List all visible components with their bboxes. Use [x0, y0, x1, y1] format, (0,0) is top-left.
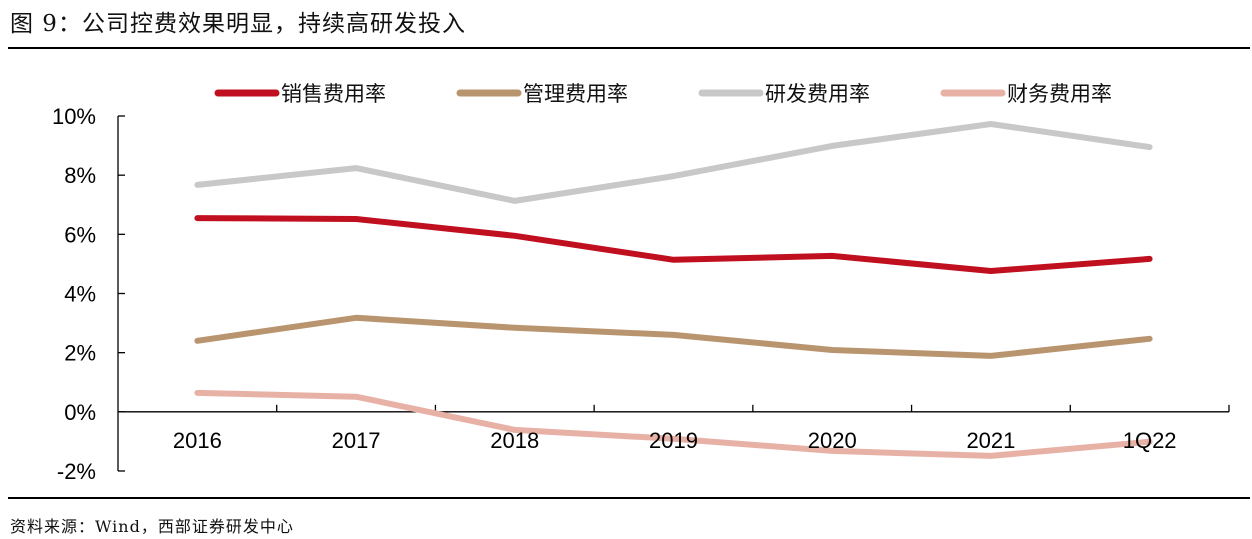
x-tick-label: 2018: [490, 428, 539, 453]
legend: 销售费用率 管理费用率 研发费用率 财务费用率: [214, 82, 1112, 106]
x-tick-label: 2019: [649, 428, 698, 453]
legend-label: 研发费用率: [765, 82, 870, 106]
series-group: [194, 121, 1153, 459]
x-tick-labels: 2016 2017 2018 2019 2020 2021 1Q22: [173, 428, 1177, 453]
top-divider: [8, 47, 1250, 49]
legend-item: 管理费用率: [456, 82, 628, 106]
x-tick-label: 2020: [808, 428, 857, 453]
bottom-divider: [8, 497, 1250, 499]
legend-label: 销售费用率: [281, 82, 386, 106]
y-tick-label: 8%: [64, 163, 96, 188]
legend-item: 研发费用率: [698, 82, 870, 106]
legend-item: 销售费用率: [214, 82, 386, 106]
series-line-2: [194, 121, 1153, 204]
legend-item: 财务费用率: [940, 82, 1112, 106]
y-tick-label: 2%: [64, 341, 96, 366]
series-line-1: [194, 314, 1153, 359]
y-tick-label: 4%: [64, 282, 96, 307]
x-tick-label: 2016: [173, 428, 222, 453]
legend-label: 财务费用率: [1007, 82, 1112, 106]
y-tick-label: -2%: [57, 459, 96, 484]
axes: -2% 0% 2% 4% 6% 8% 10%: [52, 104, 1230, 484]
x-tick-label: 2017: [332, 428, 381, 453]
figure-title: 图 9：公司控费效果明显，持续高研发投入: [10, 11, 466, 37]
x-tick-label: 2021: [966, 428, 1015, 453]
y-tick-label: 0%: [64, 400, 96, 425]
x-tick-label: 1Q22: [1123, 428, 1177, 453]
source-note: 资料来源：Wind，西部证券研发中心: [10, 517, 294, 536]
series-line-0: [194, 215, 1153, 274]
y-tick-label: 6%: [64, 222, 96, 247]
legend-label: 管理费用率: [523, 82, 628, 106]
y-tick-label: 10%: [52, 104, 96, 129]
